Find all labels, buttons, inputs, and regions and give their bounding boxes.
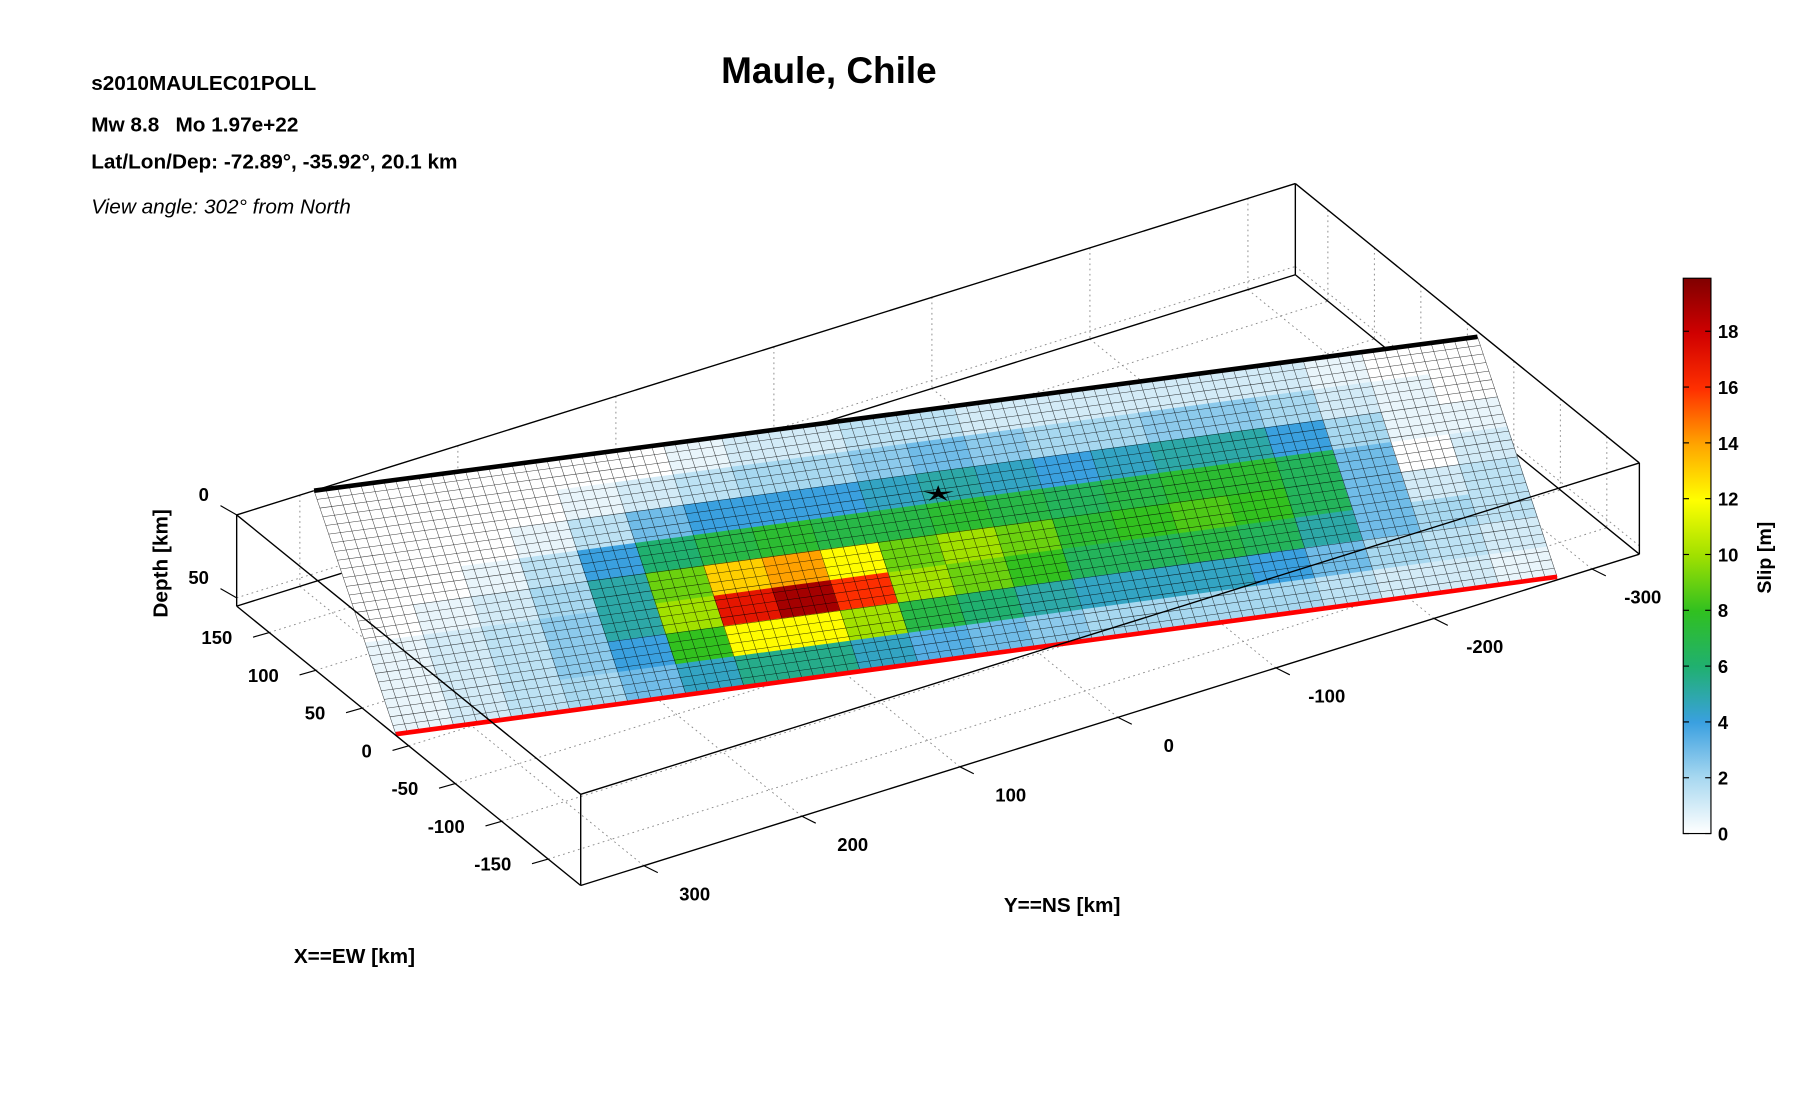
colorbar-label: Slip [m] bbox=[1754, 522, 1776, 594]
x-tick bbox=[392, 745, 409, 751]
x-tick bbox=[299, 669, 316, 676]
location: Lat/Lon/Dep: -72.89°, -35.92°, 20.1 km bbox=[91, 151, 457, 174]
x-tick-label: 150 bbox=[201, 627, 232, 648]
y-tick bbox=[1591, 568, 1607, 577]
mesh-line bbox=[322, 362, 1487, 518]
mesh-line bbox=[384, 542, 1546, 700]
mesh-line bbox=[334, 396, 1498, 552]
moment: Mo 1.97e+22 bbox=[175, 114, 298, 137]
mesh-line bbox=[387, 550, 1549, 709]
front-layer: -300 -200 -100 0 100 200 300 -150 -100 -50 0 50 100 1… bbox=[188, 462, 1661, 904]
y-tick bbox=[1275, 667, 1291, 676]
y-tick-label: -100 bbox=[1308, 686, 1345, 707]
mesh-line bbox=[363, 482, 1526, 639]
colorbar-tick-label: 4 bbox=[1718, 712, 1729, 733]
mesh-line bbox=[375, 516, 1538, 674]
mesh-line bbox=[319, 353, 1484, 509]
colorbar-tick-label: 10 bbox=[1718, 544, 1739, 565]
event-id: s2010MAULEC01POLL bbox=[91, 72, 316, 95]
mesh-line bbox=[346, 430, 1509, 587]
mesh-line bbox=[389, 559, 1552, 718]
y-tick-label: -200 bbox=[1466, 636, 1503, 657]
x-tick bbox=[438, 782, 456, 789]
x-tick bbox=[531, 858, 549, 865]
mesh-line bbox=[357, 465, 1521, 622]
box-edge bbox=[236, 182, 1296, 516]
fault-top-edge bbox=[313, 334, 1478, 493]
mesh-line bbox=[343, 422, 1506, 578]
mesh-line bbox=[349, 439, 1512, 596]
hypocenter bbox=[922, 485, 954, 502]
mesh-line bbox=[372, 508, 1535, 665]
box-edge bbox=[236, 514, 582, 795]
x-tick-label: 0 bbox=[361, 740, 371, 761]
grid-line bbox=[1295, 266, 1640, 547]
x-tick bbox=[252, 631, 270, 638]
mesh-line bbox=[381, 533, 1543, 691]
colorbar: 0 2 4 6 8 10 12 14 16 18 bbox=[1682, 277, 1739, 844]
y-tick bbox=[643, 865, 659, 874]
z-tick bbox=[220, 505, 237, 516]
y-tick bbox=[801, 815, 817, 824]
y-tick-label: 0 bbox=[1164, 735, 1174, 756]
z-axis-label: Depth [km] bbox=[149, 509, 172, 617]
mesh-line bbox=[366, 490, 1529, 648]
mesh-line bbox=[325, 370, 1489, 526]
z-tick-label: 0 bbox=[199, 484, 209, 505]
z-tick bbox=[220, 588, 237, 599]
mesh-line bbox=[378, 525, 1541, 683]
colorbar-tick-label: 12 bbox=[1718, 489, 1739, 510]
x-tick-label: -150 bbox=[474, 854, 511, 875]
x-axis-label: X==EW [km] bbox=[294, 945, 415, 968]
fault-bottom-edge bbox=[395, 574, 1558, 737]
mesh-line bbox=[328, 379, 1492, 535]
colorbar-tick-label: 14 bbox=[1718, 433, 1739, 454]
mesh-line bbox=[331, 387, 1495, 544]
x-tick-label: 100 bbox=[248, 665, 279, 686]
view-angle: View angle: 302° from North bbox=[91, 196, 351, 219]
x-tick-label: -50 bbox=[392, 778, 419, 799]
slip-surface bbox=[313, 334, 1558, 737]
y-tick-label: 300 bbox=[679, 883, 710, 904]
y-tick bbox=[959, 766, 975, 775]
colorbar-fill bbox=[1682, 277, 1712, 835]
grid-line bbox=[299, 585, 645, 867]
x-tick bbox=[345, 707, 363, 714]
colorbar-tick-label: 8 bbox=[1718, 600, 1728, 621]
mesh-line bbox=[392, 568, 1555, 726]
chart-title: Maule, Chile bbox=[721, 50, 937, 91]
y-tick bbox=[1117, 716, 1133, 725]
y-tick-label: 100 bbox=[995, 784, 1026, 805]
colorbar-tick-label: 18 bbox=[1718, 321, 1739, 342]
magnitude: Mw 8.8 bbox=[91, 114, 159, 137]
colorbar-tick-label: 16 bbox=[1718, 377, 1739, 398]
mesh-line bbox=[360, 473, 1524, 631]
x-tick-label: -100 bbox=[428, 816, 465, 837]
z-tick-label: 50 bbox=[188, 567, 209, 588]
y-tick bbox=[1433, 617, 1449, 626]
box-edge bbox=[580, 462, 1640, 795]
mesh-line bbox=[352, 448, 1515, 604]
box-edge bbox=[1294, 183, 1640, 464]
y-tick-label: -300 bbox=[1624, 587, 1661, 608]
colorbar-tick-label: 6 bbox=[1718, 656, 1728, 677]
mesh-line bbox=[337, 405, 1501, 561]
colorbar-tick-label: 2 bbox=[1718, 768, 1728, 789]
mesh-line bbox=[354, 456, 1518, 613]
x-tick-label: 50 bbox=[305, 703, 326, 724]
y-axis-label: Y==NS [km] bbox=[1004, 894, 1121, 917]
colorbar-tick-label: 0 bbox=[1718, 823, 1728, 844]
mesh-line bbox=[369, 499, 1532, 657]
box-edge bbox=[580, 553, 1640, 887]
mesh-line bbox=[316, 345, 1481, 500]
x-tick bbox=[485, 820, 502, 827]
mesh-line bbox=[340, 413, 1504, 570]
y-tick-label: 200 bbox=[837, 834, 868, 855]
